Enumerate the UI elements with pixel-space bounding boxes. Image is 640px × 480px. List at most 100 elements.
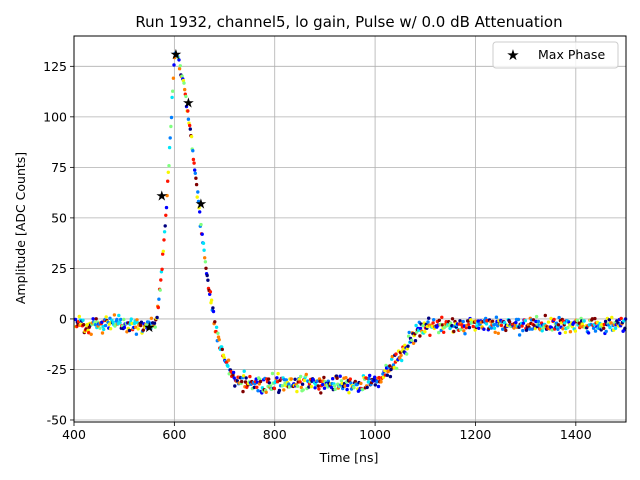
scatter-point bbox=[517, 333, 522, 337]
scatter-point bbox=[388, 364, 392, 368]
scatter-point bbox=[418, 326, 423, 331]
scatter-point bbox=[161, 252, 165, 256]
scatter-point bbox=[307, 385, 311, 389]
scatter-point bbox=[477, 326, 481, 330]
scatter-point bbox=[94, 317, 98, 321]
scatter-point bbox=[158, 288, 162, 292]
scatter-point bbox=[193, 168, 197, 172]
scatter-point bbox=[607, 318, 611, 322]
scatter-point bbox=[604, 329, 608, 334]
scatter-point bbox=[476, 319, 480, 323]
scatter-point bbox=[156, 305, 160, 310]
scatter-point bbox=[186, 117, 191, 121]
scatter-point bbox=[167, 145, 172, 150]
legend: ★ Max Phase bbox=[492, 41, 619, 69]
scatter-point bbox=[437, 318, 441, 322]
scatter-point bbox=[493, 330, 497, 334]
scatter-point bbox=[220, 347, 224, 352]
scatter-point bbox=[98, 326, 102, 330]
scatter-point bbox=[390, 357, 394, 361]
scatter-point bbox=[520, 324, 524, 328]
scatter-point bbox=[593, 316, 597, 321]
scatter-point bbox=[462, 329, 466, 333]
scatter-point bbox=[602, 326, 606, 330]
scatter-point bbox=[188, 123, 192, 128]
scatter-point bbox=[423, 330, 427, 334]
scatter-point bbox=[188, 127, 192, 131]
scatter-point bbox=[375, 380, 379, 384]
scatter-point bbox=[609, 321, 613, 325]
scatter-point bbox=[102, 327, 106, 332]
scatter-point bbox=[344, 376, 348, 380]
scatter-point bbox=[390, 354, 394, 359]
plot-area-frame bbox=[73, 35, 627, 423]
scatter-point bbox=[619, 316, 623, 321]
scatter-point bbox=[331, 377, 335, 381]
scatter-point bbox=[134, 332, 139, 336]
scatter-point bbox=[406, 344, 410, 348]
scatter-point bbox=[198, 210, 202, 214]
y-tick-label: 0 bbox=[59, 311, 67, 326]
scatter-point bbox=[523, 319, 527, 323]
scatter-point bbox=[333, 387, 337, 391]
scatter-point bbox=[162, 230, 167, 234]
scatter-point bbox=[255, 385, 259, 389]
scatter-point bbox=[171, 76, 176, 80]
scatter-point bbox=[541, 326, 546, 330]
scatter-point bbox=[169, 124, 173, 129]
scatter-point bbox=[195, 195, 199, 199]
chart-title: Run 1932, channel5, lo gain, Pulse w/ 0.… bbox=[135, 13, 562, 31]
scatter-point bbox=[298, 380, 302, 384]
scatter-point bbox=[603, 319, 608, 324]
x-axis-label: Time [ns] bbox=[319, 450, 379, 465]
scatter-point bbox=[211, 306, 215, 310]
scatter-point bbox=[155, 315, 159, 320]
x-tick-label: 800 bbox=[263, 427, 287, 442]
scatter-point bbox=[240, 379, 244, 384]
scatter-point bbox=[284, 378, 288, 382]
scatter-point bbox=[244, 376, 248, 380]
scatter-point bbox=[329, 385, 334, 390]
scatter-point bbox=[93, 323, 98, 327]
scatter-point bbox=[256, 389, 260, 393]
scatter-point bbox=[118, 321, 122, 325]
scatter-point bbox=[178, 64, 182, 68]
scatter-point bbox=[361, 387, 365, 392]
scatter-point bbox=[593, 329, 598, 333]
scatter-point bbox=[558, 331, 562, 335]
max-phase-point: ★ bbox=[170, 47, 183, 63]
scatter-point bbox=[467, 325, 472, 330]
scatter-point bbox=[366, 380, 371, 384]
scatter-point bbox=[427, 316, 431, 320]
scatter-point bbox=[136, 327, 140, 331]
scatter-point bbox=[134, 325, 138, 329]
scatter-point bbox=[159, 278, 163, 282]
x-tick-label: 600 bbox=[162, 427, 186, 442]
scatter-point bbox=[549, 316, 553, 321]
scatter-point bbox=[103, 323, 108, 328]
scatter-point bbox=[172, 63, 176, 67]
scatter-point bbox=[196, 199, 201, 204]
y-tick-label: 50 bbox=[51, 210, 67, 225]
scatter-point bbox=[580, 322, 584, 326]
scatter-point bbox=[359, 381, 363, 386]
scatter-point bbox=[395, 366, 399, 371]
scatter-point bbox=[222, 356, 226, 360]
scatter-point bbox=[459, 327, 463, 332]
legend-star-icon: ★ bbox=[506, 46, 519, 64]
scatter-point bbox=[338, 374, 342, 378]
scatter-point bbox=[211, 309, 216, 314]
scatter-point bbox=[516, 317, 521, 322]
scatter-point bbox=[385, 373, 389, 377]
scatter-point bbox=[383, 369, 387, 373]
scatter-point bbox=[473, 328, 477, 332]
scatter-point bbox=[214, 325, 219, 329]
max-phase-point: ★ bbox=[195, 197, 208, 213]
scatter-point bbox=[440, 315, 444, 319]
scatter-point bbox=[189, 134, 194, 139]
scatter-point bbox=[184, 104, 189, 109]
scatter-point bbox=[577, 321, 581, 325]
scatter-point bbox=[534, 314, 539, 319]
scatter-point bbox=[582, 319, 586, 323]
scatter-point bbox=[171, 89, 175, 93]
